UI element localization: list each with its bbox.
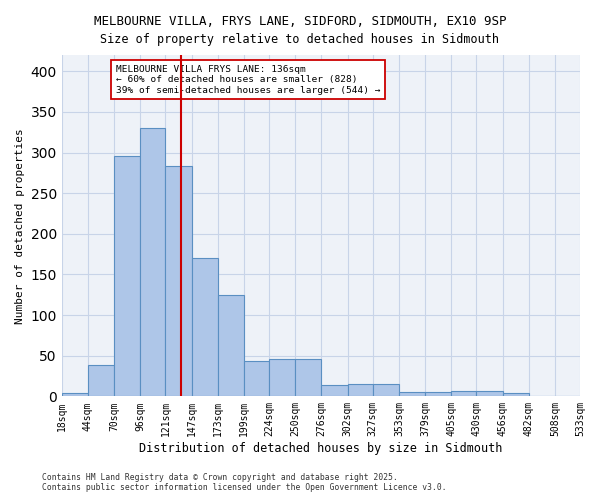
X-axis label: Distribution of detached houses by size in Sidmouth: Distribution of detached houses by size … xyxy=(139,442,503,455)
Bar xyxy=(399,392,425,396)
Text: Contains HM Land Registry data © Crown copyright and database right 2025.
Contai: Contains HM Land Registry data © Crown c… xyxy=(42,473,446,492)
Bar xyxy=(140,128,166,396)
Bar xyxy=(166,166,191,396)
Bar xyxy=(295,359,322,397)
Bar xyxy=(114,156,140,396)
Text: Size of property relative to detached houses in Sidmouth: Size of property relative to detached ho… xyxy=(101,32,499,46)
Bar xyxy=(62,393,88,396)
Bar xyxy=(191,258,218,396)
Bar xyxy=(244,360,269,396)
Bar xyxy=(322,385,347,396)
Y-axis label: Number of detached properties: Number of detached properties xyxy=(15,128,25,324)
Bar xyxy=(373,384,399,396)
Bar xyxy=(451,392,476,396)
Bar xyxy=(218,294,244,396)
Bar xyxy=(476,392,503,396)
Bar xyxy=(425,392,451,396)
Text: MELBOURNE VILLA FRYS LANE: 136sqm
← 60% of detached houses are smaller (828)
39%: MELBOURNE VILLA FRYS LANE: 136sqm ← 60% … xyxy=(116,65,380,94)
Bar xyxy=(88,364,114,396)
Bar xyxy=(503,393,529,396)
Bar xyxy=(269,359,295,397)
Text: MELBOURNE VILLA, FRYS LANE, SIDFORD, SIDMOUTH, EX10 9SP: MELBOURNE VILLA, FRYS LANE, SIDFORD, SID… xyxy=(94,15,506,28)
Bar xyxy=(347,384,373,396)
